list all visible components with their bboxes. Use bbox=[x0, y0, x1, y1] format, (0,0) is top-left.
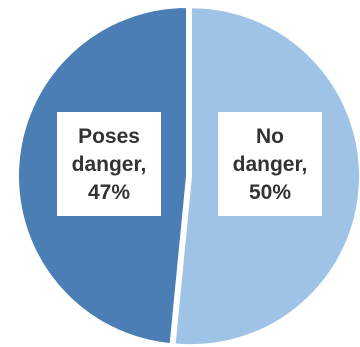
data-label-line: danger, bbox=[72, 153, 147, 176]
data-label-line: No bbox=[256, 125, 284, 148]
data-label-line: 47% bbox=[88, 181, 130, 204]
data-label-box-poses-danger bbox=[57, 112, 161, 216]
data-label-no-danger: No danger, 50% bbox=[233, 125, 308, 204]
data-label-line: 50% bbox=[249, 181, 291, 204]
data-label-line: danger, bbox=[233, 153, 308, 176]
data-label-box-no-danger bbox=[218, 112, 322, 216]
data-label-poses-danger: Poses danger, 47% bbox=[72, 125, 147, 204]
pie-labels: No danger, 50% Poses danger, 47% bbox=[57, 112, 322, 216]
data-label-line: Poses bbox=[78, 125, 140, 148]
